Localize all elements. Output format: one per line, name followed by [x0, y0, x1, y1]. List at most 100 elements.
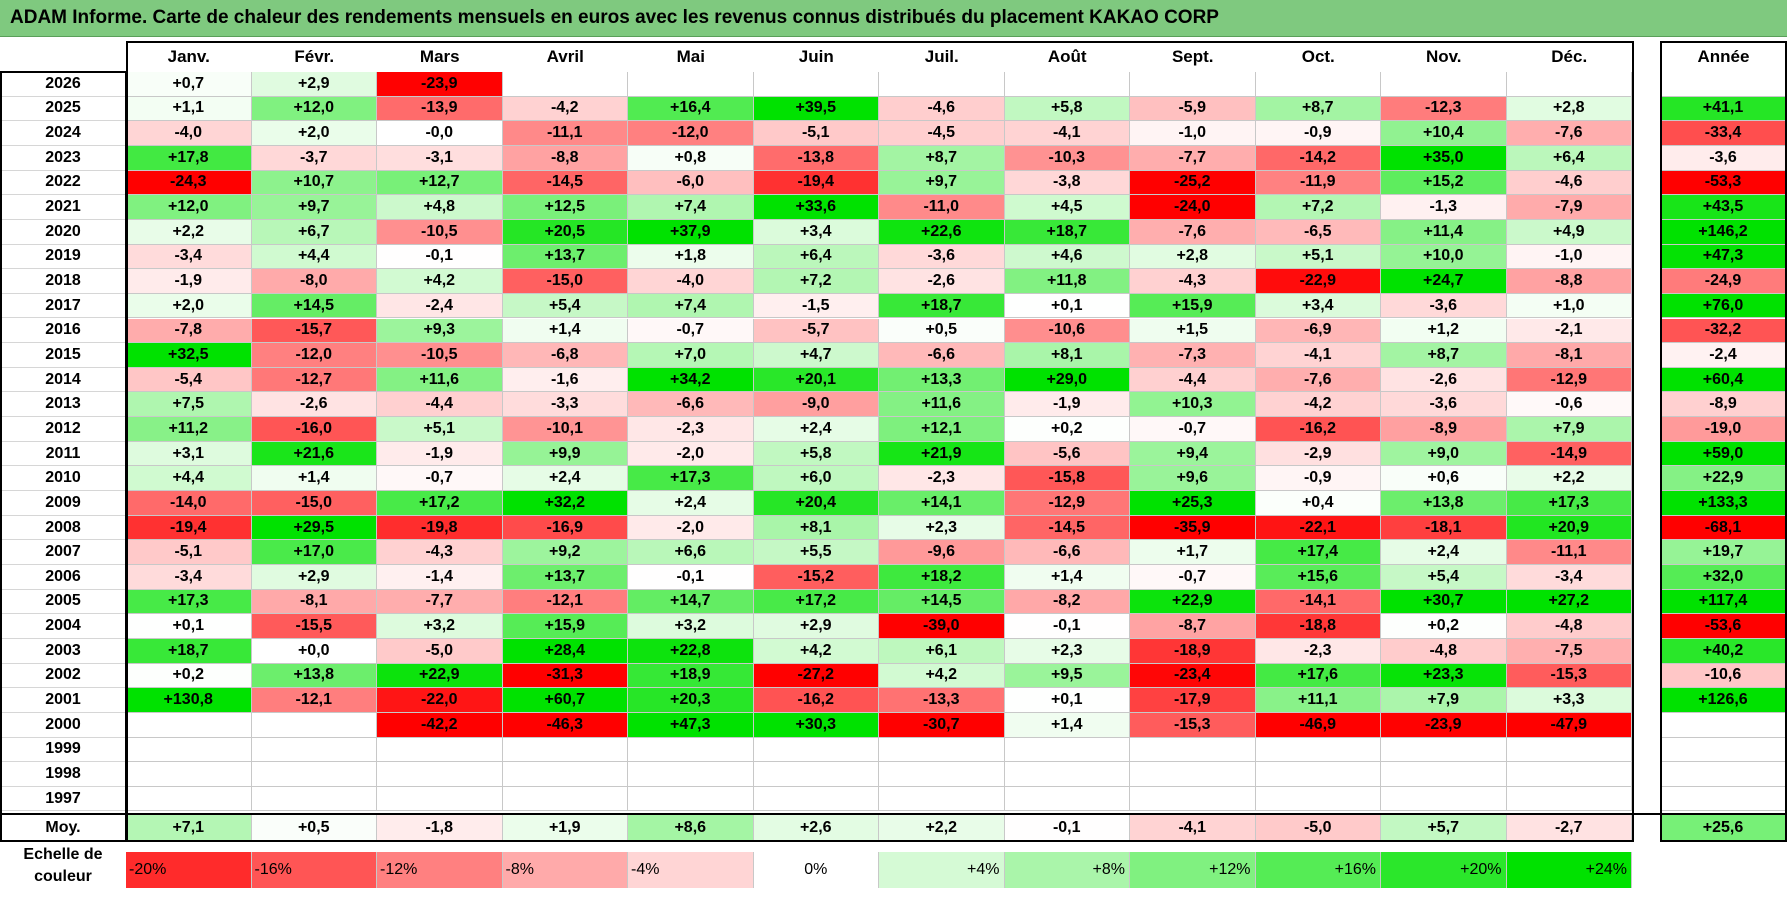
heatmap-cell: -6,6 — [1004, 540, 1130, 565]
heatmap-cell: +5,8 — [1004, 96, 1130, 122]
heatmap-cell: +14,7 — [628, 589, 754, 615]
heatmap-cell: -1,5 — [753, 293, 879, 319]
heatmap-cell: +1,4 — [1004, 712, 1130, 738]
heatmap-cell: +13,3 — [879, 367, 1005, 393]
heatmap-cell: +15,9 — [1130, 293, 1256, 319]
year-label: 2016 — [0, 319, 126, 344]
heatmap-cell: +1,7 — [1130, 540, 1256, 565]
heatmap-cell: +4,2 — [753, 638, 879, 664]
heatmap-cell: -3,1 — [377, 145, 503, 171]
heatmap-cell: -24,3 — [126, 170, 252, 196]
year-label: 2010 — [0, 466, 126, 492]
heatmap-cell: +4,7 — [753, 343, 879, 368]
year-label: 2011 — [0, 442, 126, 467]
heatmap-cell: -39,0 — [879, 614, 1005, 639]
heatmap-cell: -46,9 — [1255, 712, 1381, 738]
heatmap-cell: -17,9 — [1130, 688, 1256, 713]
heatmap-cell — [753, 737, 879, 763]
heatmap-cell: -14,5 — [502, 170, 628, 196]
heatmap-cell: -2,6 — [251, 392, 377, 418]
heatmap-cell: +1,4 — [251, 466, 377, 492]
heatmap-cell — [377, 737, 503, 763]
heatmap-cell: -3,6 — [1381, 293, 1507, 319]
annual-cell: +126,6 — [1660, 688, 1787, 713]
heatmap-cell: +20,4 — [753, 491, 879, 516]
heatmap-cell: +1,4 — [1004, 565, 1130, 590]
heatmap-cell — [1506, 737, 1632, 763]
heatmap-cell: +9,2 — [502, 540, 628, 565]
heatmap-cell: -7,6 — [1255, 367, 1381, 393]
heatmap-cell: +0,4 — [1255, 491, 1381, 516]
annual-cell: -10,6 — [1660, 663, 1787, 689]
color-scale-step: 0% — [753, 852, 879, 888]
heatmap-cell: -3,6 — [1381, 392, 1507, 418]
heatmap-cell: -10,5 — [377, 219, 503, 245]
heatmap-cell: +7,2 — [753, 269, 879, 294]
heatmap-cell: -24,0 — [1130, 195, 1256, 220]
heatmap-cell — [628, 786, 754, 812]
heatmap-cell: +7,4 — [628, 293, 754, 319]
heatmap-cell — [1130, 72, 1256, 97]
heatmap-cell: -5,9 — [1130, 96, 1256, 122]
year-label: 2013 — [0, 392, 126, 418]
heatmap-cell: +12,0 — [126, 195, 252, 220]
heatmap-cell: -5,7 — [753, 318, 879, 344]
heatmap-cell: -4,6 — [1506, 170, 1632, 196]
color-scale-step: +16% — [1255, 852, 1381, 888]
heatmap-cell: -12,0 — [628, 121, 754, 146]
annual-cell: +117,4 — [1660, 589, 1787, 615]
heatmap-cell: +47,3 — [628, 712, 754, 738]
average-cell: +8,6 — [628, 815, 754, 841]
year-label: 2006 — [0, 565, 126, 590]
heatmap-cell — [1506, 786, 1632, 812]
heatmap-cell: +20,5 — [502, 219, 628, 245]
heatmap-cell: +0,2 — [1004, 417, 1130, 442]
year-label: 2015 — [0, 343, 126, 368]
color-scale-step: -8% — [502, 852, 628, 888]
average-cell: -5,0 — [1255, 815, 1381, 841]
color-scale-label: Echelle de couleur — [0, 844, 126, 888]
heatmap-cell: +17,3 — [1506, 491, 1632, 516]
heatmap-cell: +9,4 — [1130, 441, 1256, 467]
heatmap-cell: +5,1 — [1255, 244, 1381, 270]
heatmap-cell — [502, 72, 628, 97]
heatmap-cell: +2,9 — [251, 72, 377, 97]
heatmap-cell: -15,8 — [1004, 466, 1130, 492]
heatmap-cell: -1,9 — [377, 441, 503, 467]
heatmap-cell: +34,2 — [628, 367, 754, 393]
heatmap-cell: +15,9 — [502, 614, 628, 639]
heatmap-cell: -14,2 — [1255, 145, 1381, 171]
heatmap-cell: +5,5 — [753, 540, 879, 565]
color-scale-step: +12% — [1130, 852, 1256, 888]
heatmap-cell: -4,5 — [879, 121, 1005, 146]
heatmap-cell: +9,7 — [251, 195, 377, 220]
annual-cell: -2,4 — [1660, 343, 1787, 368]
heatmap-cell: -7,9 — [1506, 195, 1632, 220]
annual-cell: +32,0 — [1660, 565, 1787, 590]
heatmap-cell — [1506, 762, 1632, 787]
heatmap-cell — [502, 762, 628, 787]
heatmap-cell: -8,2 — [1004, 589, 1130, 615]
heatmap-cell: -6,6 — [879, 343, 1005, 368]
heatmap-cell: +23,3 — [1381, 663, 1507, 689]
heatmap-cell: +1,1 — [126, 96, 252, 122]
year-label: 2014 — [0, 368, 126, 393]
heatmap-cell: -11,9 — [1255, 170, 1381, 196]
heatmap-cell: -16,0 — [251, 417, 377, 442]
heatmap-cell: -5,1 — [753, 121, 879, 146]
color-scale-step: +20% — [1381, 852, 1507, 888]
annual-cell — [1660, 786, 1787, 812]
average-separator — [0, 813, 1787, 815]
annual-cell: -3,6 — [1660, 145, 1787, 171]
heatmap-cell: +17,8 — [126, 145, 252, 171]
heatmap-cell: -0,1 — [1004, 614, 1130, 639]
average-label: Moy. — [0, 815, 126, 841]
heatmap-cell: -12,0 — [251, 343, 377, 368]
heatmap-cell: +30,7 — [1381, 589, 1507, 615]
heatmap-cell: +5,8 — [753, 441, 879, 467]
heatmap-cell: +7,5 — [126, 392, 252, 418]
heatmap-cell: -3,4 — [126, 565, 252, 590]
heatmap-cell — [1381, 72, 1507, 97]
heatmap-cell — [126, 762, 252, 787]
average-cell: -0,1 — [1004, 815, 1130, 841]
